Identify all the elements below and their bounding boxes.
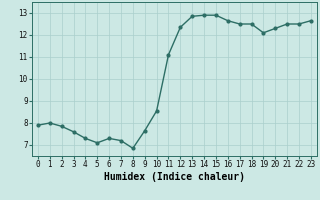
X-axis label: Humidex (Indice chaleur): Humidex (Indice chaleur) [104, 172, 245, 182]
